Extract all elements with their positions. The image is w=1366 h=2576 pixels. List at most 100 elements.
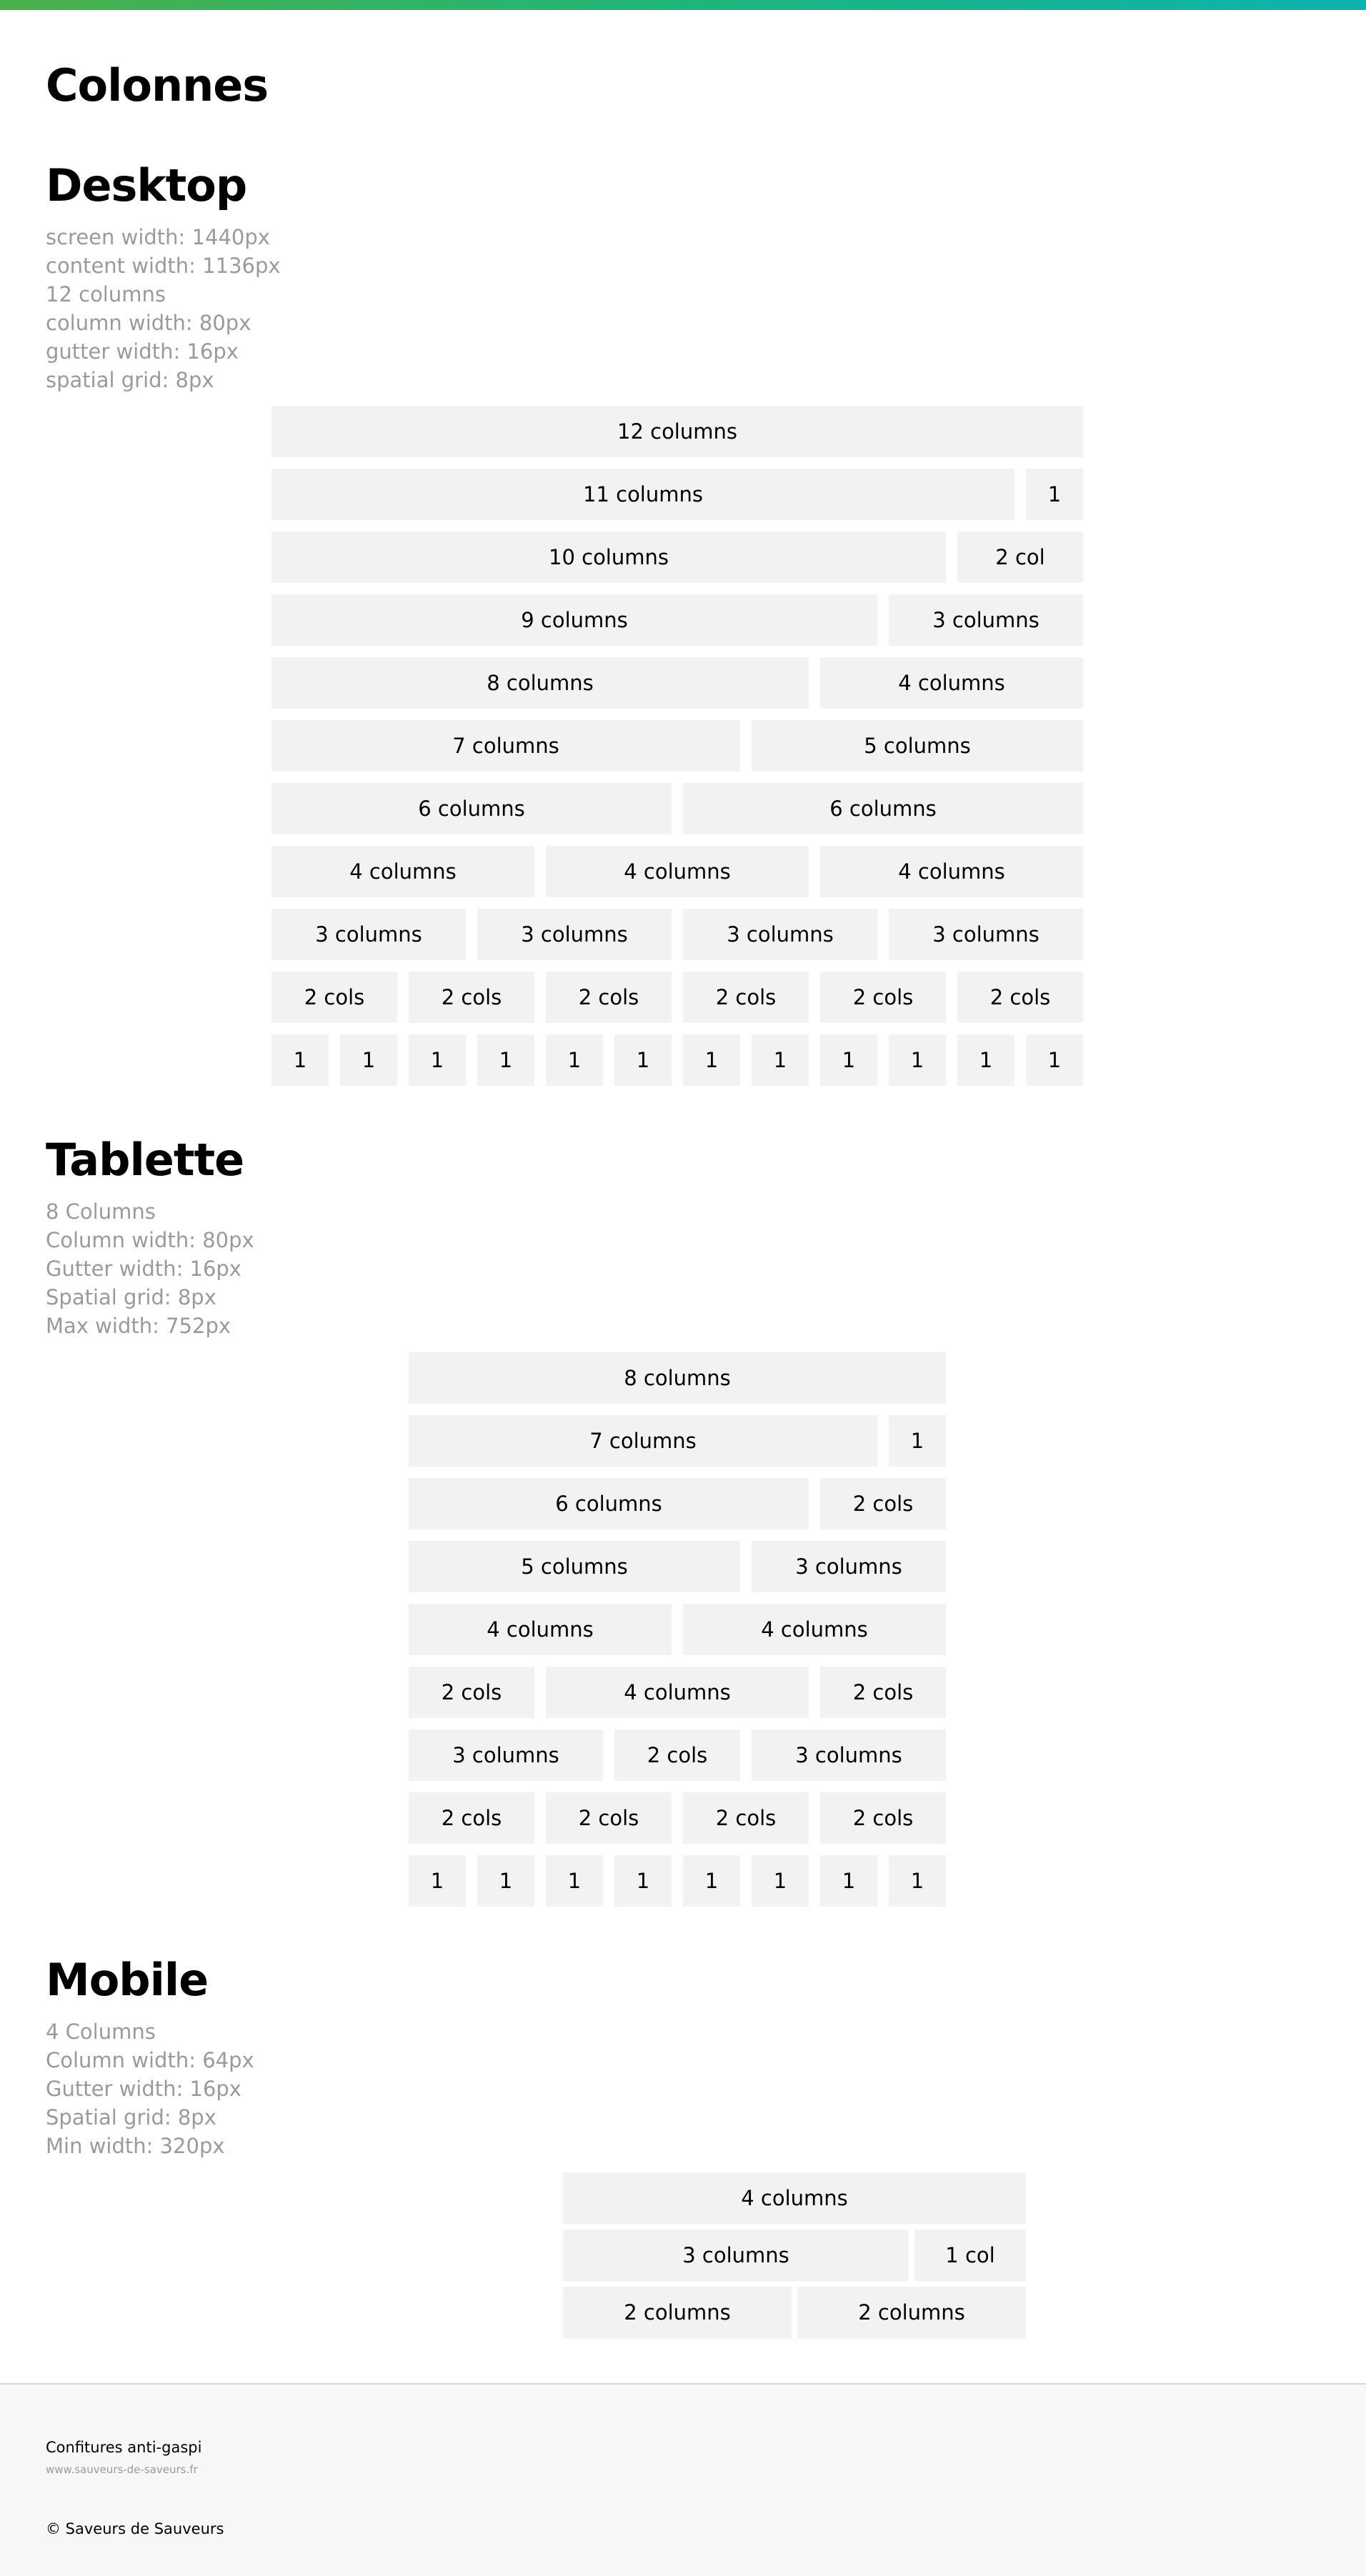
page-title: Colonnes bbox=[46, 59, 269, 111]
column-cell: 1 bbox=[546, 1034, 603, 1086]
column-cell: 1 bbox=[1026, 1034, 1083, 1086]
column-cell: 2 cols bbox=[957, 972, 1083, 1023]
spec-line: column width: 80px bbox=[46, 311, 251, 335]
tablet-section-title: Tablette bbox=[46, 1134, 244, 1186]
spec-line: content width: 1136px bbox=[46, 254, 281, 278]
column-cell: 2 cols bbox=[683, 1792, 809, 1844]
mobile-specs: 4 Columns Column width: 64px Gutter widt… bbox=[46, 2017, 254, 2160]
column-cell: 7 columns bbox=[271, 720, 740, 772]
column-cell: 2 cols bbox=[546, 1792, 672, 1844]
column-cell: 2 cols bbox=[409, 1792, 534, 1844]
column-cell: 11 columns bbox=[271, 469, 1014, 520]
column-cell: 1 bbox=[957, 1034, 1014, 1086]
column-cell: 1 bbox=[271, 1034, 329, 1086]
column-cell: 9 columns bbox=[271, 594, 877, 646]
column-cell: 1 bbox=[752, 1034, 809, 1086]
column-cell: 7 columns bbox=[409, 1415, 877, 1467]
spec-line: Spatial grid: 8px bbox=[46, 1285, 216, 1309]
column-cell: 1 bbox=[752, 1855, 809, 1907]
spec-line: screen width: 1440px bbox=[46, 225, 270, 249]
column-cell: 3 columns bbox=[477, 909, 672, 960]
column-cell: 2 cols bbox=[820, 1478, 946, 1529]
column-cell: 4 columns bbox=[820, 657, 1083, 709]
column-cell: 1 bbox=[477, 1034, 534, 1086]
column-cell: 3 columns bbox=[563, 2230, 909, 2281]
spec-line: Column width: 64px bbox=[46, 2048, 254, 2072]
column-cell: 1 bbox=[889, 1034, 946, 1086]
tablet-specs: 8 Columns Column width: 80px Gutter widt… bbox=[46, 1197, 254, 1340]
column-cell: 1 bbox=[614, 1855, 672, 1907]
column-cell: 1 bbox=[889, 1415, 946, 1467]
footer-copyright: © Saveurs de Sauveurs bbox=[46, 2520, 224, 2537]
spec-line: Min width: 320px bbox=[46, 2134, 225, 2158]
footer-website-link[interactable]: www.sauveurs-de-saveurs.fr bbox=[46, 2463, 198, 2476]
column-cell: 1 bbox=[409, 1855, 466, 1907]
column-cell: 4 columns bbox=[563, 2172, 1026, 2224]
column-cell: 2 columns bbox=[563, 2287, 792, 2338]
column-cell: 3 columns bbox=[752, 1541, 946, 1592]
spec-line: 8 Columns bbox=[46, 1199, 156, 1224]
column-cell: 3 columns bbox=[271, 909, 466, 960]
column-cell: 1 bbox=[820, 1034, 877, 1086]
mobile-column-grid: 4 columns 3 columns 1 col 2 columns 2 column… bbox=[563, 2172, 1026, 2344]
column-cell: 4 columns bbox=[271, 846, 534, 897]
tablet-column-grid: 8 columns 7 columns 1 6 columns 2 cols 5 colu… bbox=[409, 1352, 946, 1918]
column-cell: 10 columns bbox=[271, 531, 946, 583]
column-cell: 2 cols bbox=[271, 972, 397, 1023]
column-cell: 8 columns bbox=[409, 1352, 946, 1404]
column-cell: 4 columns bbox=[683, 1604, 946, 1655]
column-cell: 3 columns bbox=[889, 594, 1083, 646]
spec-line: Spatial grid: 8px bbox=[46, 2105, 216, 2130]
column-cell: 1 bbox=[614, 1034, 672, 1086]
column-cell: 2 cols bbox=[820, 1792, 946, 1844]
spec-line: 4 Columns bbox=[46, 2020, 156, 2044]
column-cell: 1 col bbox=[914, 2230, 1026, 2281]
column-cell: 8 columns bbox=[271, 657, 809, 709]
column-cell: 2 cols bbox=[820, 1667, 946, 1718]
spec-line: Column width: 80px bbox=[46, 1228, 254, 1252]
column-cell: 2 cols bbox=[546, 972, 672, 1023]
desktop-column-grid: 12 columns 11 columns 1 10 columns 2 col 9 co… bbox=[271, 406, 1083, 1097]
column-cell: 3 columns bbox=[752, 1729, 946, 1781]
spec-line: Gutter width: 16px bbox=[46, 1257, 241, 1281]
desktop-specs: screen width: 1440px content width: 1136… bbox=[46, 223, 281, 394]
mobile-section-title: Mobile bbox=[46, 1954, 209, 2006]
spec-line: spatial grid: 8px bbox=[46, 368, 214, 392]
spec-line: gutter width: 16px bbox=[46, 339, 239, 364]
column-cell: 1 bbox=[683, 1034, 740, 1086]
column-cell: 1 bbox=[820, 1855, 877, 1907]
column-cell: 2 columns bbox=[797, 2287, 1026, 2338]
column-cell: 1 bbox=[546, 1855, 603, 1907]
column-cell: 12 columns bbox=[271, 406, 1083, 457]
top-gradient-bar bbox=[0, 0, 1366, 10]
spec-line: Max width: 752px bbox=[46, 1314, 231, 1338]
column-cell: 1 bbox=[889, 1855, 946, 1907]
column-cell: 4 columns bbox=[409, 1604, 672, 1655]
column-cell: 3 columns bbox=[409, 1729, 603, 1781]
desktop-section-title: Desktop bbox=[46, 159, 247, 211]
column-cell: 3 columns bbox=[889, 909, 1083, 960]
column-cell: 2 cols bbox=[614, 1729, 740, 1781]
page-footer: Confitures anti-gaspi www.sauveurs-de-sa… bbox=[0, 2383, 1366, 2576]
column-cell: 5 columns bbox=[409, 1541, 740, 1592]
footer-brand: Confitures anti-gaspi bbox=[46, 2439, 202, 2456]
column-cell: 4 columns bbox=[820, 846, 1083, 897]
column-cell: 1 bbox=[1026, 469, 1083, 520]
column-cell: 2 cols bbox=[409, 972, 534, 1023]
column-cell: 1 bbox=[683, 1855, 740, 1907]
column-cell: 6 columns bbox=[271, 783, 672, 834]
column-cell: 4 columns bbox=[546, 846, 809, 897]
column-cell: 2 col bbox=[957, 531, 1083, 583]
spec-line: 12 columns bbox=[46, 282, 166, 306]
column-cell: 2 cols bbox=[409, 1667, 534, 1718]
column-cell: 2 cols bbox=[820, 972, 946, 1023]
column-cell: 6 columns bbox=[409, 1478, 809, 1529]
column-cell: 6 columns bbox=[683, 783, 1083, 834]
column-cell: 3 columns bbox=[683, 909, 877, 960]
column-cell: 5 columns bbox=[752, 720, 1083, 772]
column-cell: 2 cols bbox=[683, 972, 809, 1023]
column-cell: 1 bbox=[409, 1034, 466, 1086]
spec-line: Gutter width: 16px bbox=[46, 2077, 241, 2101]
column-cell: 4 columns bbox=[546, 1667, 809, 1718]
column-cell: 1 bbox=[477, 1855, 534, 1907]
